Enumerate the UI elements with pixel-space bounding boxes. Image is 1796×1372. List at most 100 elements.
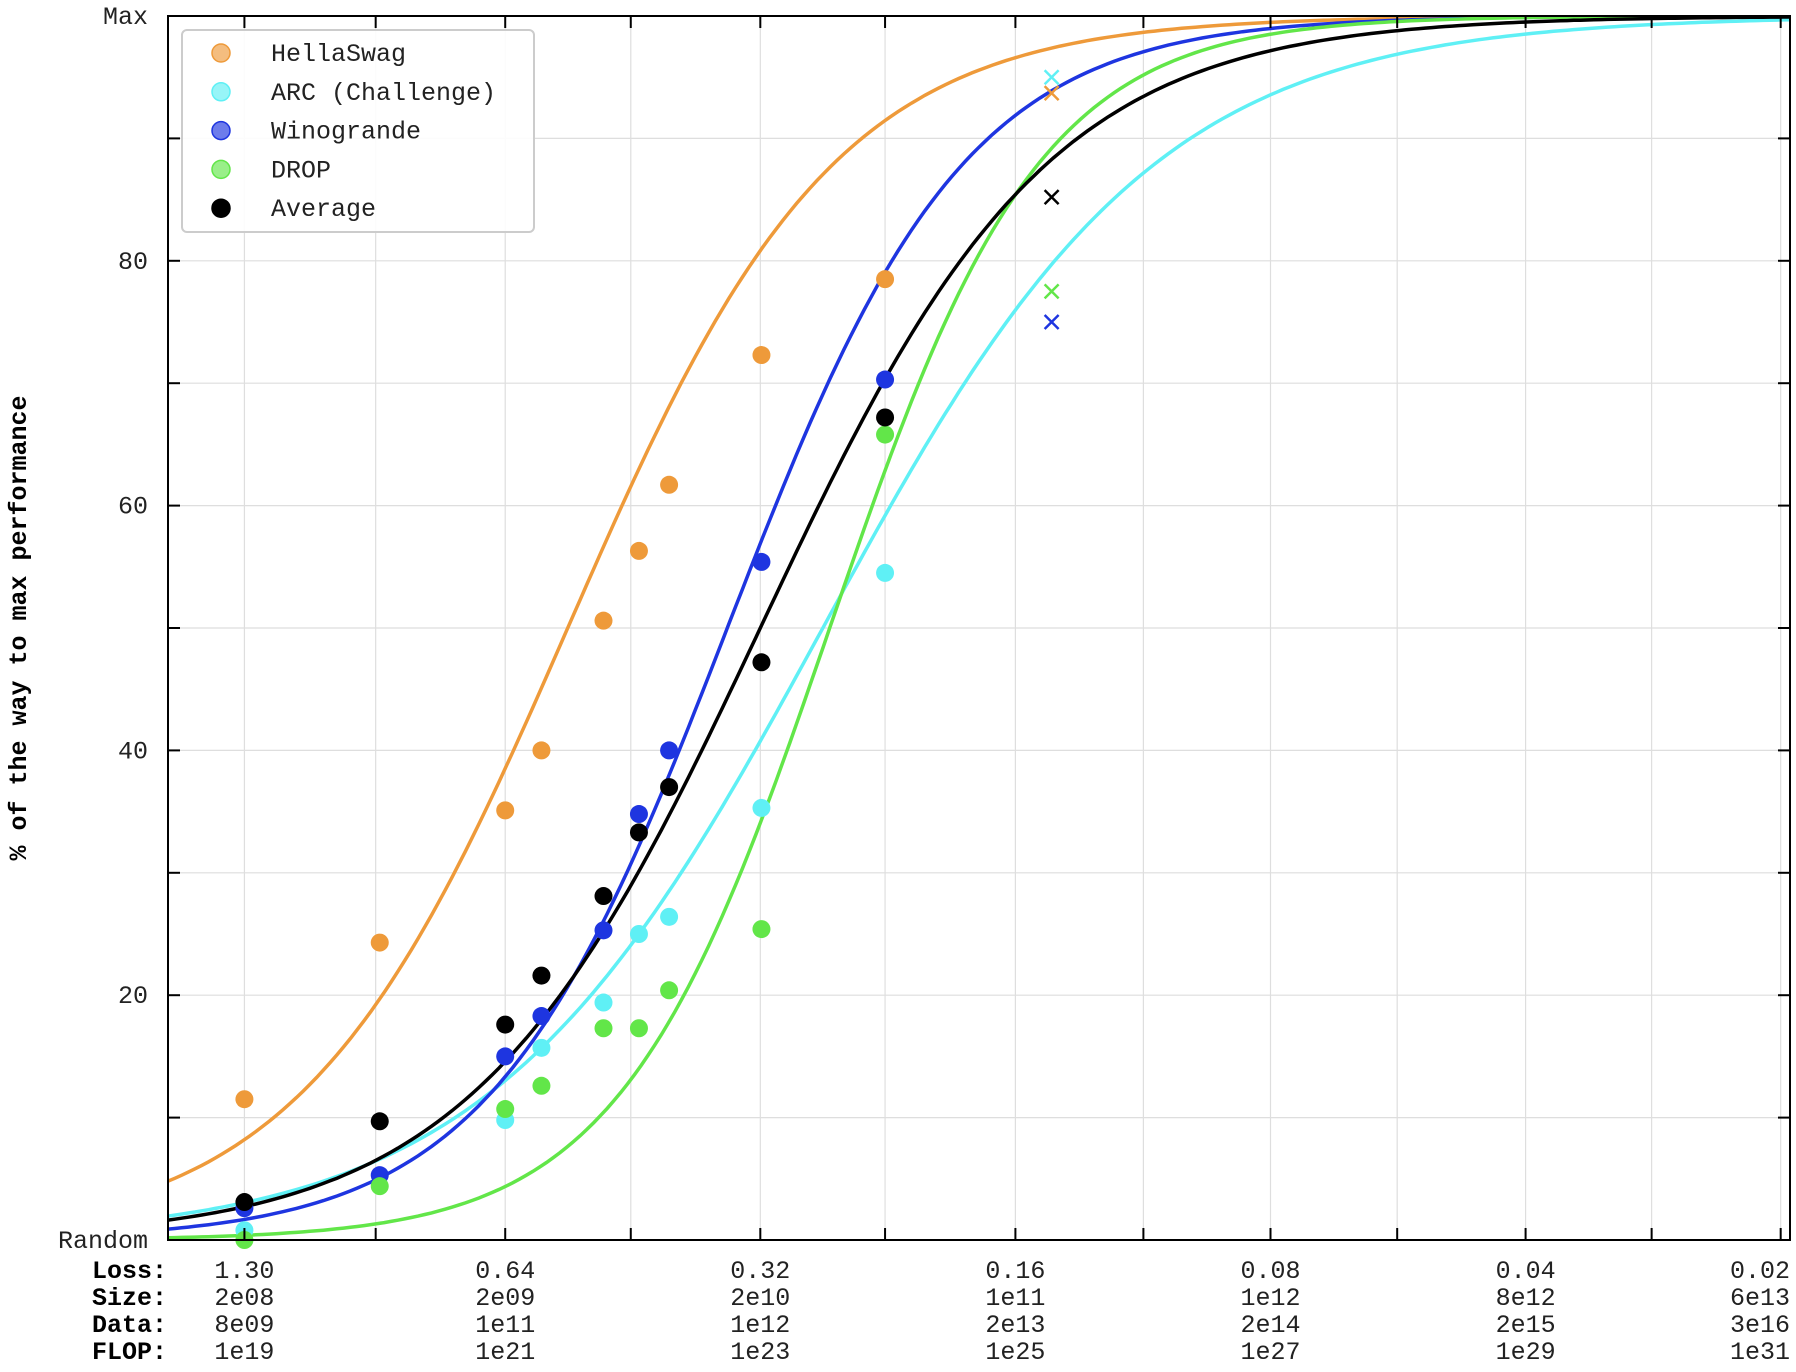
legend-label-hellaswag: HellaSwag — [271, 40, 406, 69]
hellaswag-prediction-marker — [1043, 85, 1060, 101]
legend-marker-hellaswag — [211, 43, 231, 63]
x-tick-label: 0.04 — [1496, 1257, 1556, 1286]
x-tick-label: 1e29 — [1496, 1338, 1556, 1367]
x-tick-label: 1e11 — [475, 1311, 535, 1340]
arc-challenge-prediction-marker — [1043, 69, 1060, 86]
arc-challenge-data-point — [532, 1038, 551, 1057]
winogrande-data-point — [594, 921, 613, 940]
arc-challenge-fit-curve — [168, 18, 1790, 1218]
legend-marker-winogrande — [211, 120, 231, 141]
average-data-point — [235, 1193, 254, 1212]
hellaswag-data-point — [496, 801, 515, 820]
legend-label-arc-challenge: ARC (Challenge) — [271, 79, 496, 108]
winogrande-data-point — [752, 552, 771, 571]
arc-challenge-data-point — [876, 563, 895, 582]
x-tick-label: 1e12 — [730, 1311, 790, 1340]
legend-marker-drop — [211, 159, 231, 180]
average-fit-curve — [168, 16, 1790, 1222]
arc-challenge-data-point — [752, 798, 771, 817]
average-data-point — [532, 966, 551, 985]
hellaswag-data-point — [876, 270, 895, 289]
x-row-label: Size: — [92, 1284, 167, 1313]
winogrande-data-point — [660, 741, 679, 760]
x-tick-label: 1e11 — [985, 1284, 1045, 1313]
average-data-point — [752, 653, 771, 672]
drop-data-point — [594, 1019, 613, 1038]
drop-data-point — [496, 1100, 515, 1119]
drop-prediction-marker — [1043, 283, 1060, 300]
y-tick-label: 20 — [118, 982, 148, 1011]
x-tick-label: 2e08 — [214, 1284, 274, 1313]
legend-label-winogrande: Winogrande — [271, 118, 421, 147]
x-tick-label: 6e13 — [1730, 1284, 1790, 1313]
hellaswag-data-point — [660, 475, 679, 494]
x-row-label: FLOP: — [92, 1338, 167, 1367]
drop-data-point — [660, 981, 679, 1000]
x-tick-label: 2e10 — [730, 1284, 790, 1313]
x-row-label: Loss: — [92, 1257, 167, 1286]
grid-layer — [168, 16, 1790, 1240]
legend-marker-average — [211, 198, 231, 218]
winogrande-data-point — [876, 370, 895, 389]
x-tick-label: 3e16 — [1730, 1311, 1790, 1340]
winogrande-data-point — [532, 1007, 551, 1026]
y-tick-label: 40 — [118, 737, 148, 766]
average-data-point — [876, 408, 895, 427]
y-axis-label: % of the way to max performance — [5, 395, 34, 860]
drop-data-point — [752, 920, 771, 939]
average-data-point — [594, 887, 613, 906]
average-prediction-marker — [1043, 189, 1060, 206]
x-tick-label: 1e31 — [1730, 1338, 1790, 1367]
x-tick-label: 0.08 — [1240, 1257, 1300, 1286]
x-tick-label: 1e21 — [475, 1338, 535, 1367]
y-tick-label: 80 — [118, 248, 148, 277]
x-tick-label: 8e09 — [214, 1311, 274, 1340]
hellaswag-data-point — [235, 1090, 254, 1109]
average-data-point — [629, 823, 648, 842]
arc-challenge-data-point — [660, 907, 679, 926]
x-tick-label: 0.64 — [475, 1257, 535, 1286]
x-tick-label: 2e09 — [475, 1284, 535, 1313]
legend-box — [181, 29, 535, 233]
arc-challenge-data-point — [629, 925, 648, 943]
x-tick-label: 2e15 — [1496, 1311, 1556, 1340]
winogrande-prediction-marker — [1043, 314, 1060, 330]
arc-challenge-data-point — [594, 993, 613, 1012]
y-tick-label: 60 — [118, 493, 148, 522]
x-tick-label: 2e13 — [985, 1311, 1045, 1340]
average-data-point — [496, 1015, 515, 1034]
y-tick-label: Max — [103, 3, 148, 32]
point-layer — [235, 270, 895, 1249]
legend: HellaSwag ARC (Challenge) Winogrande DROP Av… — [181, 29, 535, 233]
average-data-point — [660, 778, 679, 797]
x-tick-label: 0.32 — [730, 1257, 790, 1286]
hellaswag-data-point — [370, 933, 389, 952]
prediction-layer — [1043, 69, 1060, 330]
x-tick-label: 1e12 — [1240, 1284, 1300, 1313]
y-tick-label: Random — [58, 1227, 148, 1256]
x-tick-label: 1e23 — [730, 1338, 790, 1367]
legend-label-drop: DROP — [271, 156, 331, 185]
legend-label-average: Average — [271, 195, 376, 224]
x-tick-label: 1e27 — [1240, 1338, 1300, 1367]
legend-marker-arc-challenge — [211, 82, 231, 102]
average-data-point — [370, 1112, 389, 1131]
drop-fit-curve — [168, 16, 1790, 1240]
drop-data-point — [629, 1019, 648, 1038]
drop-data-point — [876, 425, 895, 444]
x-row-label: Data: — [92, 1311, 167, 1340]
hellaswag-data-point — [629, 541, 648, 560]
axis-layer: Random 20 40 60 80 Max Loss:Size:Data:FLOP: 1.3… — [58, 3, 1790, 1367]
x-tick-label: 2e14 — [1240, 1311, 1300, 1340]
x-tick-label: 1.30 — [214, 1257, 274, 1286]
x-tick-label: 1e25 — [985, 1338, 1045, 1367]
x-tick-label: 8e12 — [1496, 1284, 1556, 1313]
x-tick-label: 1e19 — [214, 1338, 274, 1367]
drop-data-point — [532, 1076, 551, 1095]
x-tick-label: 0.16 — [985, 1257, 1045, 1286]
hellaswag-data-point — [532, 741, 551, 760]
winogrande-data-point — [629, 805, 648, 824]
winogrande-data-point — [496, 1047, 515, 1066]
drop-data-point — [370, 1177, 389, 1196]
